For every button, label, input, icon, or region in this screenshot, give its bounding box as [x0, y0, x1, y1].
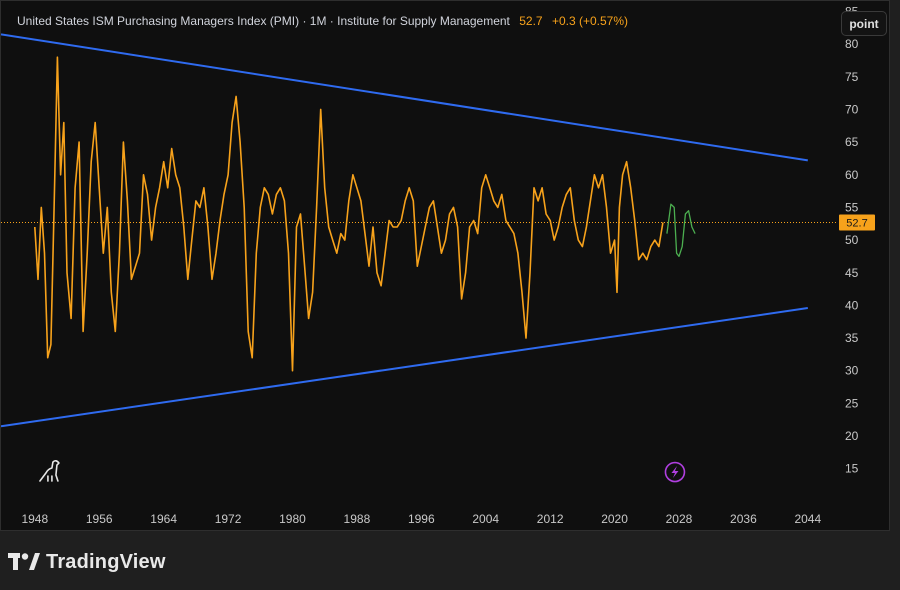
- dinosaur-icon[interactable]: [39, 459, 60, 482]
- price-badge-label: 52.7: [846, 217, 867, 229]
- lower-trendline[interactable]: [1, 307, 808, 428]
- x-tick-label: 2012: [537, 512, 564, 526]
- pmi-series-line[interactable]: [34, 56, 664, 372]
- x-tick-label: 1964: [150, 512, 177, 526]
- x-tick-label: 2044: [794, 512, 821, 526]
- lightning-marker-circle[interactable]: [664, 461, 686, 483]
- x-tick-label: 1948: [21, 512, 48, 526]
- y-tick-label: 40: [845, 298, 859, 312]
- price-badge: [839, 214, 875, 231]
- x-tick-label: 1988: [344, 512, 371, 526]
- x-tick-label: 2004: [472, 512, 499, 526]
- tradingview-watermark[interactable]: TradingView: [8, 550, 166, 574]
- chart-canvas[interactable]: 1948 1956 1964 1972 1980 1988 1996 2004 2012 2020…: [1, 1, 891, 532]
- point-button[interactable]: point: [841, 11, 887, 36]
- watermark-brand: TradingView: [46, 550, 166, 573]
- x-tick-label: 1956: [86, 512, 113, 526]
- y-tick-label: 65: [845, 135, 859, 149]
- y-tick-label: 55: [845, 200, 859, 214]
- x-tick-label: 2036: [730, 512, 757, 526]
- y-tick-label: 25: [845, 396, 859, 410]
- legend-symbol-title: United States ISM Purchasing Managers In…: [17, 14, 510, 28]
- x-tick-label: 1996: [408, 512, 435, 526]
- y-tick-label: 75: [845, 70, 859, 84]
- legend-last-value: 52.7: [519, 14, 543, 28]
- chart-frame: 1948 1956 1964 1972 1980 1988 1996 2004 2012 2020…: [0, 0, 890, 531]
- legend-title: United States ISM Purchasing Managers In…: [17, 14, 628, 28]
- y-tick-label: 20: [845, 429, 859, 443]
- y-tick-label: 50: [845, 233, 859, 247]
- y-tick-label: 30: [845, 364, 859, 378]
- x-tick-label: 1980: [279, 512, 306, 526]
- y-tick-label: 70: [845, 102, 859, 116]
- y-tick-label: 80: [845, 37, 859, 51]
- upper-trendline[interactable]: [1, 33, 808, 162]
- x-tick-label: 2028: [666, 512, 693, 526]
- y-tick-label: 60: [845, 168, 859, 182]
- y-tick-label: 15: [845, 462, 859, 476]
- y-tick-label: 35: [845, 331, 859, 345]
- x-tick-label: 1972: [215, 512, 242, 526]
- x-tick-label: 2020: [601, 512, 628, 526]
- projection-series-line[interactable]: [666, 203, 696, 258]
- lightning-icon: [671, 466, 679, 479]
- tradingview-logo-icon: [8, 553, 40, 570]
- y-tick-label: 45: [845, 266, 859, 280]
- legend-change: +0.3 (+0.57%): [551, 14, 628, 28]
